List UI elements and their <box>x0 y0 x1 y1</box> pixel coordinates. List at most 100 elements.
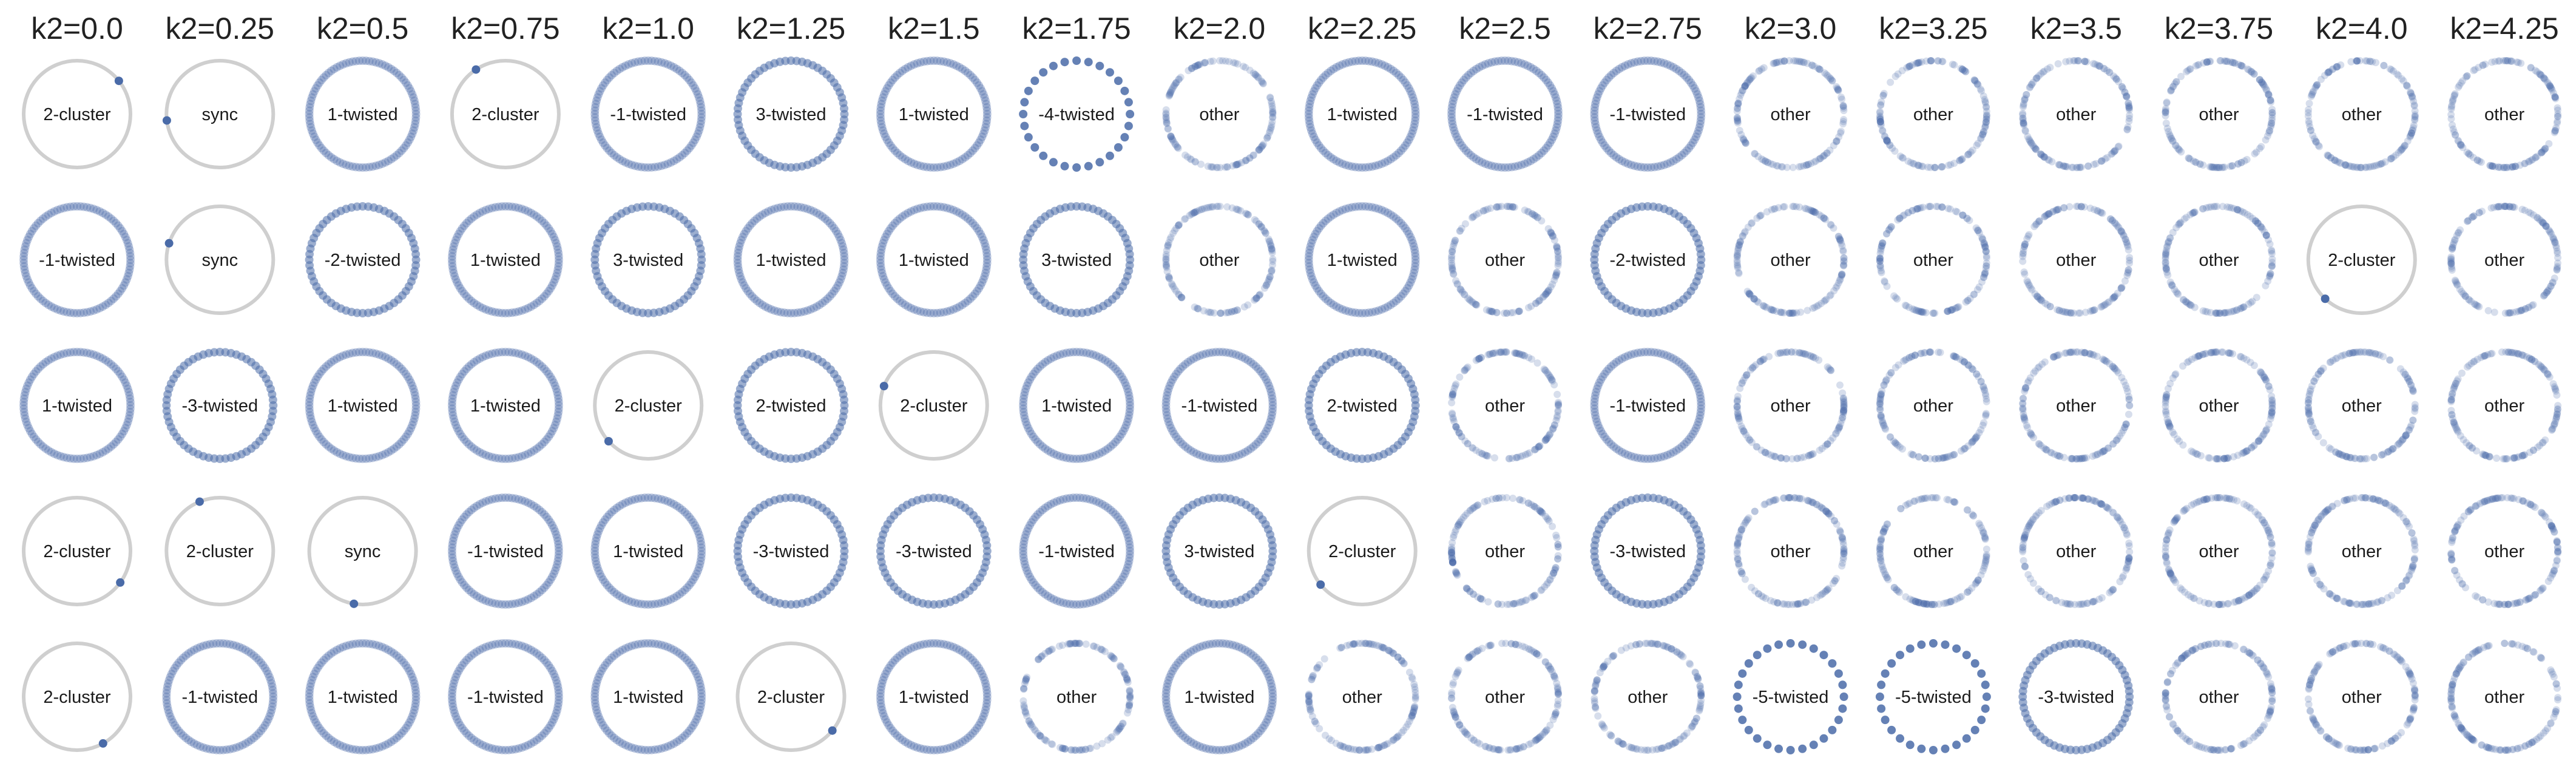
oscillator-dot <box>2066 203 2074 211</box>
oscillator-dot <box>1166 89 1174 96</box>
oscillator-dot <box>371 58 380 67</box>
oscillator-dot <box>2091 206 2098 214</box>
oscillator-dot <box>305 113 314 122</box>
oscillator-dot <box>1162 110 1170 118</box>
oscillator-dot <box>1915 205 1923 212</box>
state-label: 1-twisted <box>899 105 969 124</box>
oscillator-dot <box>933 56 942 66</box>
oscillator-dot <box>1124 98 1133 107</box>
state-cell: other <box>1876 57 1990 171</box>
oscillator-dot <box>1449 248 1456 256</box>
oscillator-dot <box>1267 123 1275 131</box>
oscillator-dot <box>1105 68 1114 77</box>
oscillator-dot <box>411 120 420 129</box>
oscillator-dot <box>922 56 931 66</box>
oscillator-dot <box>317 144 326 153</box>
oscillator-dot <box>949 60 958 69</box>
phase-ring <box>22 59 132 169</box>
state-cell: 2-cluster <box>2306 205 2417 315</box>
column-title: k2=0.25 <box>166 12 274 46</box>
oscillator-dot <box>1039 151 1048 160</box>
oscillator-dot <box>322 70 331 80</box>
oscillator-dot <box>1834 279 1842 287</box>
column-title: k2=4.0 <box>2316 12 2408 46</box>
oscillator-dot <box>657 161 666 171</box>
oscillator-dot <box>2021 241 2029 249</box>
oscillator-dot <box>2166 424 2174 432</box>
oscillator-dot <box>164 239 174 248</box>
oscillator-dot <box>955 63 964 72</box>
phase-ring <box>164 59 276 169</box>
oscillator-dot <box>348 57 357 66</box>
oscillator-dot <box>2248 297 2256 305</box>
oscillator-dot <box>339 159 348 168</box>
oscillator-dot <box>1876 399 1884 407</box>
oscillator-dot <box>2020 119 2027 127</box>
oscillator-dot <box>1242 157 1250 164</box>
oscillator-dot <box>2100 64 2108 72</box>
oscillator-dot <box>697 249 706 259</box>
state-label: 3-twisted <box>1041 251 1112 270</box>
state-cell: -1-twisted <box>19 202 135 317</box>
oscillator-dot <box>1232 205 1240 213</box>
oscillator-dot <box>2410 101 2418 109</box>
oscillator-dot <box>2021 127 2029 135</box>
oscillator-dot <box>982 103 992 112</box>
oscillator-dot <box>621 61 630 70</box>
state-label: other <box>2484 105 2524 124</box>
oscillator-dot <box>982 100 991 109</box>
oscillator-dot <box>607 70 616 80</box>
oscillator-dot <box>970 144 979 153</box>
oscillator-dot <box>1527 355 1535 363</box>
oscillator-dot <box>982 106 992 115</box>
oscillator-dot <box>1964 296 1972 304</box>
state-label: other <box>2056 105 2096 124</box>
oscillator-dot <box>2054 205 2062 213</box>
state-label: -1-twisted <box>1182 396 1258 416</box>
oscillator-dot <box>1256 291 1263 299</box>
oscillator-dot <box>1200 59 1208 67</box>
state-label: sync <box>201 251 238 270</box>
oscillator-dot <box>978 87 987 96</box>
oscillator-dot <box>309 132 319 141</box>
oscillator-dot <box>2021 270 2029 278</box>
oscillator-dot <box>326 66 336 75</box>
oscillator-dot <box>2305 120 2313 127</box>
oscillator-dot <box>1796 203 1804 211</box>
oscillator-dot <box>1223 163 1231 171</box>
oscillator-dot <box>879 93 888 102</box>
oscillator-dot <box>2227 308 2235 316</box>
oscillator-dot <box>904 63 913 72</box>
oscillator-dot <box>1789 203 1797 211</box>
oscillator-dot <box>945 160 955 169</box>
oscillator-dot <box>1876 406 1884 414</box>
oscillator-dot <box>1840 407 1848 415</box>
oscillator-dot <box>1174 144 1182 152</box>
oscillator-dot <box>2509 163 2517 171</box>
oscillator-dot <box>2538 149 2546 157</box>
oscillator-dot <box>2262 231 2270 239</box>
oscillator-dot <box>2187 447 2195 455</box>
oscillator-dot <box>2504 57 2512 65</box>
state-cell: sync <box>162 59 276 169</box>
oscillator-dot <box>2552 95 2560 103</box>
oscillator-dot <box>2041 154 2049 161</box>
oscillator-dot <box>308 129 317 138</box>
oscillator-dot <box>1219 57 1226 65</box>
oscillator-dot <box>374 59 384 68</box>
oscillator-dot <box>981 123 990 132</box>
oscillator-dot <box>1266 93 1274 101</box>
oscillator-dot <box>2262 427 2270 435</box>
oscillator-dot <box>2266 271 2274 279</box>
oscillator-dot <box>1788 348 1796 356</box>
oscillator-dot <box>1195 206 1203 214</box>
oscillator-dot <box>1837 127 1845 135</box>
oscillator-dot <box>394 149 404 158</box>
oscillator-dot <box>2228 58 2236 66</box>
oscillator-dot <box>336 158 345 167</box>
oscillator-dot <box>399 144 408 153</box>
state-cell: other <box>1448 203 1562 317</box>
oscillator-dot <box>1448 399 1456 407</box>
oscillator-dot <box>2037 70 2045 78</box>
oscillator-dot <box>2411 112 2419 120</box>
